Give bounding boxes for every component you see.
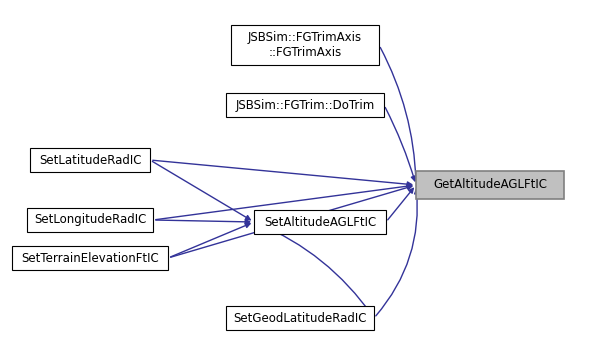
FancyBboxPatch shape: [226, 306, 374, 330]
FancyBboxPatch shape: [12, 246, 168, 270]
Text: JSBSim::FGTrim::DoTrim: JSBSim::FGTrim::DoTrim: [235, 99, 374, 111]
FancyBboxPatch shape: [27, 208, 153, 232]
Text: SetLongitudeRadIC: SetLongitudeRadIC: [34, 213, 146, 226]
Text: GetAltitudeAGLFtIC: GetAltitudeAGLFtIC: [433, 178, 547, 191]
FancyBboxPatch shape: [254, 210, 386, 234]
FancyBboxPatch shape: [231, 25, 379, 65]
Text: SetAltitudeAGLFtIC: SetAltitudeAGLFtIC: [264, 216, 376, 228]
FancyBboxPatch shape: [30, 148, 150, 172]
Text: SetTerrainElevationFtIC: SetTerrainElevationFtIC: [21, 251, 159, 265]
Text: SetLatitudeRadIC: SetLatitudeRadIC: [39, 154, 141, 166]
FancyBboxPatch shape: [416, 171, 564, 199]
Text: SetGeodLatitudeRadIC: SetGeodLatitudeRadIC: [234, 312, 367, 325]
FancyBboxPatch shape: [226, 93, 384, 117]
Text: JSBSim::FGTrimAxis
::FGTrimAxis: JSBSim::FGTrimAxis ::FGTrimAxis: [248, 31, 362, 59]
